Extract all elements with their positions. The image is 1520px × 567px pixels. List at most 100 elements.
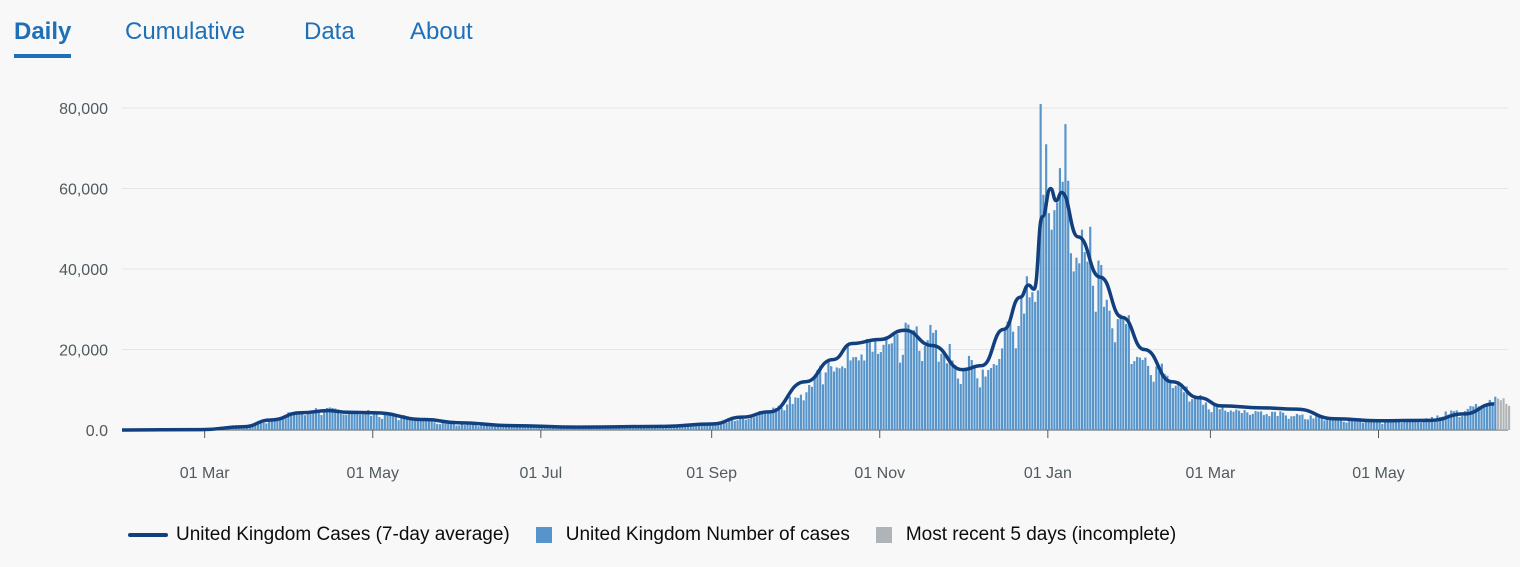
case-bar (1218, 409, 1221, 430)
case-bar (1348, 417, 1351, 430)
case-bar (1113, 342, 1117, 430)
case-bar (838, 368, 841, 430)
case-bar (1408, 421, 1411, 430)
case-bar (824, 372, 827, 430)
case-bar (1422, 421, 1425, 430)
case-bar (1188, 401, 1191, 430)
case-bar (810, 386, 814, 430)
tab-data[interactable]: Data (304, 18, 355, 45)
legend-item-cases[interactable]: United Kingdom Number of cases (535, 524, 850, 546)
case-bar (1009, 321, 1012, 430)
legend-item-average[interactable]: United Kingdom Cases (7-day average) (128, 524, 510, 546)
case-bar (1469, 406, 1472, 430)
case-bar (471, 424, 475, 430)
case-bar (350, 412, 353, 430)
case-bar (265, 423, 268, 430)
case-bar (474, 425, 477, 430)
case-bar (1488, 399, 1491, 430)
case-bar (485, 424, 488, 430)
case-bar (1370, 420, 1373, 430)
x-tick-label: 01 Mar (180, 465, 230, 482)
case-bar (1235, 409, 1238, 430)
case-bar (708, 424, 712, 430)
case-bar (1240, 413, 1243, 430)
case-bar (1477, 406, 1480, 430)
case-bar (670, 426, 673, 430)
case-bar (254, 423, 257, 430)
case-bar (631, 427, 634, 430)
case-bar (1246, 412, 1249, 430)
case-bar (689, 426, 692, 430)
case-bar (1177, 381, 1180, 430)
case-bar (1406, 421, 1409, 430)
case-bar (1361, 422, 1365, 430)
incomplete-bar (1499, 400, 1502, 430)
case-bar (1014, 348, 1017, 430)
case-bar (758, 411, 761, 430)
case-bar (772, 407, 775, 430)
case-bar (361, 414, 364, 430)
case-bar (910, 331, 913, 430)
case-bar (436, 423, 439, 430)
case-bar (347, 412, 351, 430)
case-bar (1111, 328, 1114, 430)
case-bar (841, 366, 844, 430)
x-tick-label: 01 Nov (854, 465, 905, 482)
case-bar (1067, 180, 1070, 430)
case-bar (527, 426, 530, 430)
x-tick-label: 01 Mar (1186, 465, 1236, 482)
case-bar (1119, 314, 1122, 430)
tab-about[interactable]: About (410, 18, 473, 45)
case-bar (1491, 402, 1494, 430)
case-bar (1185, 386, 1188, 430)
case-bar (295, 413, 298, 430)
case-bar (956, 378, 960, 430)
case-bar (1326, 419, 1329, 430)
case-bar (328, 407, 331, 430)
case-bar (1425, 418, 1428, 430)
case-bar (893, 335, 896, 430)
tab-daily[interactable]: Daily (14, 18, 72, 58)
case-bar (1108, 310, 1111, 430)
case-bar (543, 427, 546, 430)
case-bar (1229, 410, 1232, 430)
case-bar (1419, 422, 1422, 430)
case-bar (934, 330, 938, 430)
case-bar (1237, 410, 1241, 430)
tab-cumulative[interactable]: Cumulative (125, 18, 246, 45)
cases-chart: 0.0 20,000 40,000 60,000 80,000 01 Mar 01 May 0… (59, 101, 1511, 482)
case-bar (1331, 418, 1334, 430)
case-bar (259, 421, 262, 430)
case-bar (777, 405, 780, 430)
case-bar (1411, 421, 1414, 430)
case-bar (766, 410, 769, 430)
case-bar (697, 424, 701, 430)
case-bar (1345, 422, 1348, 430)
legend-item-incomplete[interactable]: Most recent 5 days (incomplete) (875, 524, 1176, 546)
case-bar (394, 416, 397, 430)
case-bar (1450, 410, 1453, 430)
case-bar (1069, 253, 1073, 430)
case-bar (449, 423, 453, 430)
case-bar (1215, 404, 1219, 430)
case-bar (529, 427, 532, 430)
case-bar (1141, 359, 1144, 430)
case-bar (835, 367, 838, 430)
case-bar (257, 423, 260, 430)
case-bar (1207, 409, 1210, 430)
case-bar (425, 420, 428, 430)
chart-legend: United Kingdom Cases (7-day average) Uni… (128, 522, 1202, 548)
case-bar (728, 421, 731, 430)
case-bar (540, 427, 543, 430)
case-bar (1182, 392, 1186, 430)
case-bar (281, 417, 284, 430)
case-bar (973, 364, 976, 430)
case-bar (1042, 194, 1045, 430)
case-bar (857, 360, 860, 430)
case-bar (1039, 104, 1042, 431)
case-bar (1472, 406, 1475, 430)
case-bar (1174, 385, 1177, 430)
case-bar (1400, 422, 1403, 430)
case-bar (1097, 260, 1100, 430)
case-bar (805, 392, 808, 430)
